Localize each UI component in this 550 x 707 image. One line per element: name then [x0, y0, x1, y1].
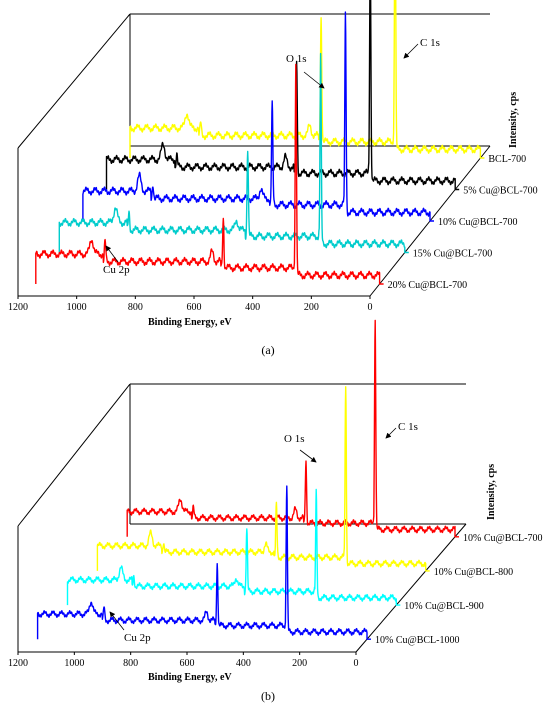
panel-a-series-line-3: [58, 52, 409, 254]
panel-b-x-tick-label-3: 600: [180, 658, 195, 669]
panel-a-annotation-o1s: O 1s: [286, 53, 306, 65]
panel-a-cu2p-arrow: [105, 245, 119, 263]
panel-a-x-tick-label-6: 0: [368, 302, 373, 313]
panel-a-x-tick-label-4: 400: [245, 302, 260, 313]
panel-a-ylabel: Intensity, cps: [508, 92, 519, 148]
panel-a-series-line-2: [82, 11, 434, 222]
panel-b-series-line-1: [96, 386, 430, 572]
panel-b-traces: [36, 319, 459, 640]
panel-a-x-tick-label-5: 200: [304, 302, 319, 313]
panel-b-annotation-o1s: O 1s: [284, 433, 304, 445]
panel-a-x-tick-label-3: 600: [187, 302, 202, 313]
panel-b-x-tick-label-4: 400: [236, 658, 251, 669]
panel-b-ylabel: Intensity, cps: [486, 464, 497, 520]
panel-a-caption: (a): [261, 343, 274, 357]
panel-a-c1s-arrow: [403, 43, 419, 59]
panel-b-series-label-3: 10% Cu@BCL-1000: [375, 635, 460, 646]
panel-a-series-line-1: [105, 0, 460, 191]
panel-a-series-label-1: 5% Cu@BCL-700: [463, 186, 538, 197]
panel-b-series-label-2: 10% Cu@BCL-900: [404, 601, 484, 612]
panel-a-series-labels: BCL-700 5% Cu@BCL-700 10% Cu@BCL-700 15% Cu…: [388, 154, 538, 291]
panel-b-series-line-3: [36, 485, 371, 640]
panel-b-annotation-c1s: C 1s: [398, 421, 418, 433]
panel-a-series-label-2: 10% Cu@BCL-700: [438, 217, 518, 228]
panel-a-annotation-c1s: C 1s: [420, 37, 440, 49]
panel-a-series-label-3: 15% Cu@BCL-700: [413, 249, 493, 260]
panel-a-x-tick-label-2: 800: [128, 302, 143, 313]
panel-a-o1s-arrow: [303, 71, 325, 89]
panel-a-x-tick-label-0: 1200: [8, 302, 28, 313]
panel-a-series-line-4: [35, 63, 384, 285]
panel-a-series-label-0: BCL-700: [488, 154, 526, 165]
panel-a-series-label-4: 20% Cu@BCL-700: [388, 280, 468, 291]
panel-a-series-line-0: [129, 0, 485, 159]
panel-b-series-labels: 10% Cu@BCL-700 10% Cu@BCL-800 10% Cu@BCL-9…: [375, 533, 543, 646]
panel-b-series-label-0: 10% Cu@BCL-700: [463, 533, 543, 544]
panel-b-o1s-arrow: [299, 449, 317, 463]
panel-a-annotation-cu2p: Cu 2p: [103, 264, 130, 276]
panel-b-series-line-2: [66, 488, 401, 606]
panel-b-c1s-arrow: [385, 427, 397, 439]
panel-b-x-tick-label-2: 800: [123, 658, 138, 669]
panel-b-x-tick-label-6: 0: [354, 658, 359, 669]
panel-b-xlabel: Binding Energy, eV: [148, 672, 232, 683]
panel-b-series-label-1: 10% Cu@BCL-800: [434, 567, 514, 578]
panel-b-x-tick-label-0: 1200: [8, 658, 28, 669]
panel-b-cu2p-arrow: [109, 611, 125, 631]
panel-a-xlabel: Binding Energy, eV: [148, 317, 232, 328]
panel-b-caption: (b): [261, 689, 275, 703]
panel-b-x-ticks: 1200 1000 800 600 400 200 0: [8, 652, 359, 669]
panel-a-x-tick-label-1: 1000: [67, 302, 87, 313]
panel-b-series-line-0: [126, 319, 459, 538]
panel-b-x-tick-label-5: 200: [292, 658, 307, 669]
panel-a-x-ticks: 1200 1000 800 600 400 200 0: [8, 296, 373, 313]
panel-a-traces: [35, 0, 485, 285]
panel-b-annotation-cu2p: Cu 2p: [124, 632, 151, 644]
panel-b-x-tick-label-1: 1000: [64, 658, 84, 669]
